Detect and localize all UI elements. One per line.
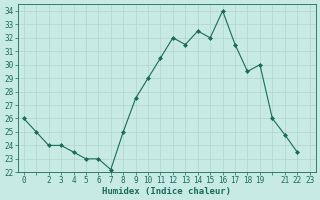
- X-axis label: Humidex (Indice chaleur): Humidex (Indice chaleur): [102, 187, 231, 196]
